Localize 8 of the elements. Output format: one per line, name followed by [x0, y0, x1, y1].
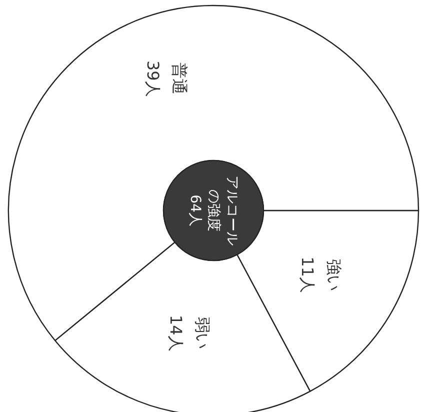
slice-label: 強い: [324, 258, 344, 291]
text: アルコールの強度: [206, 176, 240, 246]
slice-label: 普通: [170, 62, 190, 95]
data-label: 11人: [298, 256, 317, 293]
data-label: 14人: [166, 314, 186, 352]
data-label: 39人: [144, 60, 163, 97]
slice-label: 弱い: [192, 317, 212, 350]
text: 64人: [187, 194, 204, 226]
